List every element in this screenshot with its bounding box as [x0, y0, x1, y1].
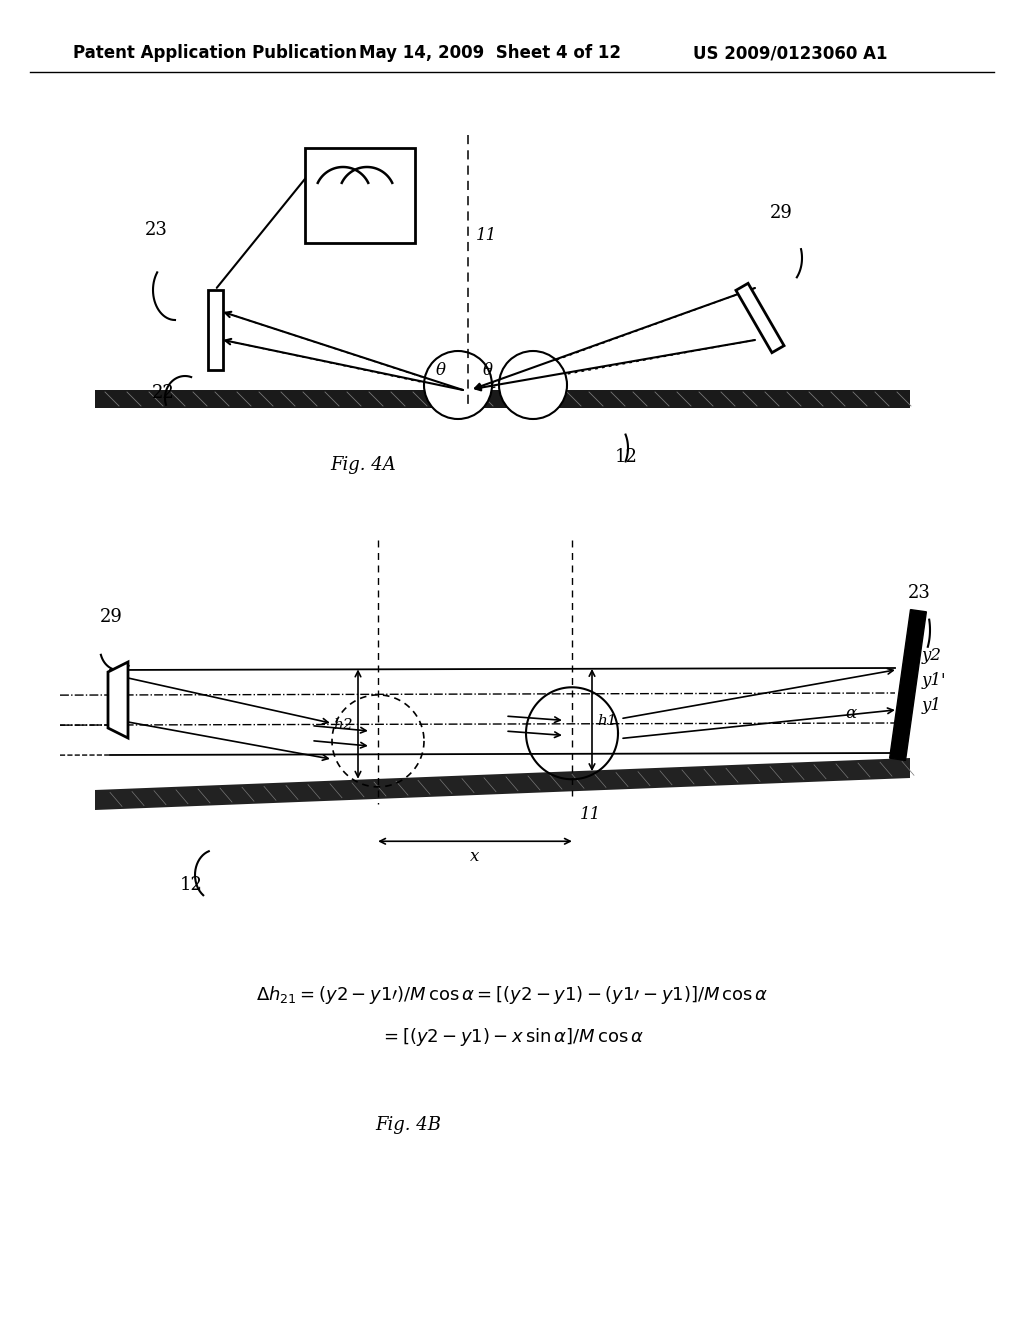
Ellipse shape	[424, 351, 492, 418]
Polygon shape	[108, 663, 128, 738]
Text: y1: y1	[922, 697, 942, 714]
Text: 23: 23	[908, 583, 931, 602]
Text: US 2009/0123060 A1: US 2009/0123060 A1	[693, 44, 887, 62]
Text: 23: 23	[145, 220, 168, 239]
Ellipse shape	[499, 351, 567, 418]
Text: 11: 11	[580, 807, 601, 824]
Text: Fig. 4A: Fig. 4A	[330, 455, 395, 474]
Text: θ: θ	[483, 362, 493, 379]
Text: $\Delta h_{21} = (y2 - y1\prime) / M\,\cos\alpha = [(y2 - y1) - (y1\prime - y1)]: $\Delta h_{21} = (y2 - y1\prime) / M\,\c…	[256, 983, 768, 1006]
Text: 12: 12	[615, 447, 638, 466]
Text: y2: y2	[922, 647, 942, 664]
Text: 29: 29	[770, 205, 793, 222]
Text: y1': y1'	[922, 672, 946, 689]
Bar	[305, 148, 415, 243]
Text: 22: 22	[152, 384, 175, 403]
Text: May 14, 2009  Sheet 4 of 12: May 14, 2009 Sheet 4 of 12	[359, 44, 621, 62]
Text: $= [(y2 - y1) - x\,\sin\alpha] / M\,\cos\alpha$: $= [(y2 - y1) - x\,\sin\alpha] / M\,\cos…	[380, 1026, 644, 1048]
Polygon shape	[736, 284, 784, 352]
Text: h2: h2	[333, 718, 352, 733]
Text: Fig. 4B: Fig. 4B	[375, 1115, 441, 1134]
Polygon shape	[890, 610, 927, 760]
Text: α: α	[845, 705, 856, 722]
Text: 11: 11	[476, 227, 498, 244]
Text: 12: 12	[180, 876, 203, 894]
Bar	[95, 389, 910, 408]
Text: θ: θ	[436, 362, 446, 379]
Polygon shape	[208, 290, 223, 370]
Polygon shape	[95, 758, 910, 810]
Text: h1: h1	[597, 714, 616, 729]
Text: x: x	[470, 849, 479, 866]
Text: 29: 29	[100, 609, 123, 626]
Text: Patent Application Publication: Patent Application Publication	[73, 44, 357, 62]
